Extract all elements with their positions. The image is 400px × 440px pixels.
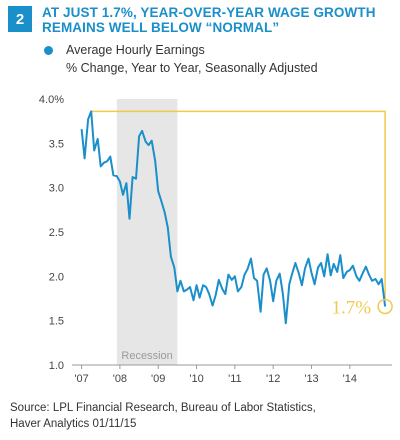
x-tick-label: '10 (189, 373, 203, 385)
y-tick-label: 2.5 (49, 227, 64, 239)
x-tick-label: '09 (151, 373, 165, 385)
y-tick-label: 4.0% (39, 94, 64, 106)
x-tick-label: '11 (228, 373, 242, 385)
chart-title: AT JUST 1.7%, YEAR-OVER-YEAR WAGE GROWTH… (42, 5, 376, 35)
y-tick-label: 2.0 (49, 271, 64, 283)
y-axis: 4.0% 3.5 3.0 2.5 2.0 1.5 1.0 (39, 94, 64, 372)
recession-label: Recession (121, 350, 172, 362)
x-tick-label: '14 (343, 373, 357, 385)
y-tick-label: 1.5 (49, 316, 64, 328)
legend-series-name: Average Hourly Earnings (66, 43, 205, 57)
y-tick-label: 1.0 (49, 360, 64, 372)
highlight-line (91, 110, 386, 300)
legend-marker (44, 46, 53, 55)
series-line-average-hourly-earnings (80, 110, 387, 325)
source-note: Source: LPL Financial Research, Bureau o… (10, 402, 316, 430)
legend-subtitle: % Change, Year to Year, Seasonally Adjus… (66, 61, 318, 75)
annotation-group: 1.7% (332, 297, 393, 318)
y-tick-label: 3.0 (49, 183, 64, 195)
figure-number-badge: 2 (8, 6, 32, 32)
x-tick-label: '13 (304, 373, 318, 385)
annotation-circle (377, 298, 393, 315)
x-tick-label: '07 (74, 373, 88, 385)
x-axis: '07 '08 '09 '10 '11 '12 '13 '14 (72, 364, 392, 385)
y-tick-label: 3.5 (49, 138, 64, 150)
x-tick-label: '08 (113, 373, 127, 385)
x-tick-label: '12 (266, 373, 280, 385)
highlight-bracket (91, 110, 386, 300)
annotation-label: 1.7% (332, 297, 372, 318)
